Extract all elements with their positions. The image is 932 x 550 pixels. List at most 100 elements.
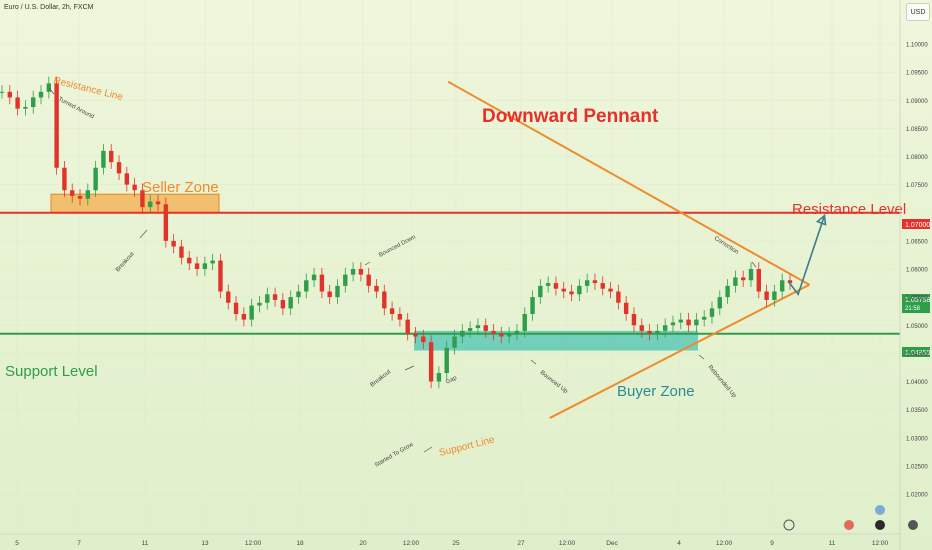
candle-body [140,190,145,208]
support-trendline [549,283,810,419]
candle-body [514,330,520,334]
support-level-label: Support Level [5,363,98,380]
candle-body [54,83,59,168]
event-icon[interactable] [875,505,885,515]
chart-title: Downward Pennant [482,106,659,127]
symbol-label[interactable]: Euro / U.S. Dollar, 2h, FXCM [4,4,94,11]
candle-body [350,269,356,275]
gap-label: Gap [445,375,458,386]
candle-body [678,319,683,323]
started-to-grow-label: Started To Grow [374,442,415,469]
x-tick-label: 12:00 [559,540,576,547]
candle-body [109,150,114,163]
candle-body [709,308,715,317]
candle-body [506,333,512,337]
y-tick-label: 1.06500 [906,239,928,245]
candle-body [382,291,387,309]
x-tick-label: 27 [517,540,525,547]
news-icon[interactable] [875,520,885,530]
candle-body [93,167,98,191]
projection-arrow-head [815,213,827,226]
candle-body [23,107,28,109]
breakout-label-1: Breakout [115,251,136,273]
buyer-zone-label: Buyer Zone [617,383,695,400]
candle-body [779,280,785,292]
candle-body [389,308,395,314]
candle-body [655,330,660,334]
candle-body [670,322,676,326]
candle-body [374,285,379,292]
candle-body [210,260,215,264]
candle-body [413,333,418,337]
pointer-arrow-rebounded-up [698,354,705,360]
y-tick-label: 1.06000 [906,268,928,274]
candle-body [569,291,574,295]
flag-icon[interactable] [844,520,854,530]
grid [0,0,900,534]
x-tick-label: 4 [677,540,681,547]
y-tick-label: 1.10000 [906,43,928,49]
currency-button[interactable]: USD [906,3,930,21]
candle-body [475,325,481,329]
candle-body [171,240,176,247]
candle-body [296,291,301,298]
candle-body [772,291,777,300]
candle-body [444,347,449,374]
candle-body [428,342,434,382]
projection-arrow-line [787,215,826,297]
candle-body [397,314,403,320]
candle-body [499,333,504,337]
candle-body [46,83,52,92]
candle-body [483,325,488,331]
current-price-text: 1.05758 [905,297,930,304]
candle-body [538,285,543,298]
y-tick-label: 1.02500 [906,464,928,470]
resistance-price-tag [902,219,930,229]
sync-icon[interactable] [783,519,795,531]
x-tick-label: 9 [770,540,774,547]
x-tick-label: 5 [15,540,19,547]
candle-body [662,325,668,331]
candle-body [608,288,613,292]
resistance-price-text: 1.07000 [905,222,930,229]
candle-body [561,288,566,292]
candle-body [733,277,738,286]
candle-body [756,269,761,292]
candle-body [280,299,286,309]
x-tick-label: 11 [142,540,149,547]
candle-body [265,294,270,303]
projection [787,213,827,297]
x-tick-label: Dec [606,540,618,547]
candle-body [545,283,551,286]
x-tick-label: 7 [77,540,81,547]
candle-body [335,285,340,298]
pointer-arrow-bounced-down [364,261,371,266]
candle-body [701,316,707,320]
y-tick-label: 1.04000 [906,380,928,386]
pointer-arrow-breakout-1 [139,229,148,239]
support-price-text: 1.04850 [905,350,930,357]
candle-body [452,336,457,348]
countdown-text: 21:58 [905,306,921,312]
y-tick-label: 1.08500 [906,127,928,133]
candle-body [62,167,67,191]
candle-body [436,373,442,382]
candle-body [257,302,262,306]
candle-body [0,91,5,93]
resistance-level-label: Resistance Level [792,201,906,218]
candle-body [7,91,13,98]
candle-body [241,314,247,320]
pointer-arrow-breakout-2 [404,365,415,371]
candle-body [358,269,364,275]
pointer-arrow-started-to-grow [423,446,433,453]
candle-body [311,274,317,281]
candle-body [623,302,629,314]
settings-icon[interactable] [908,520,918,530]
candle-body [233,302,239,314]
candle-body [288,297,293,309]
candle-body [491,330,496,334]
candle-body [304,280,309,292]
candles [0,76,793,389]
candle-body [647,330,652,334]
